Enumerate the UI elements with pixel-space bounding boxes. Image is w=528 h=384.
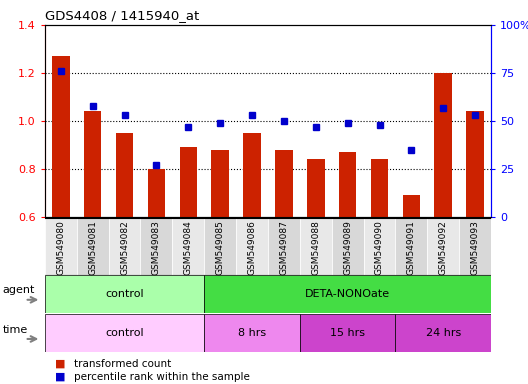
Bar [268,218,300,275]
Bar [275,150,293,217]
Bar [307,159,325,217]
Text: control: control [105,328,144,338]
Text: 24 hrs: 24 hrs [426,328,461,338]
Text: GSM549091: GSM549091 [407,220,416,275]
Bar [435,73,452,217]
Bar [236,218,268,275]
Bar [204,275,491,313]
Text: control: control [105,289,144,299]
Bar [140,218,172,275]
Text: transformed count: transformed count [74,359,171,369]
Bar [403,195,420,217]
Bar [211,150,229,217]
Bar [77,218,109,275]
Text: GSM549086: GSM549086 [248,220,257,275]
Text: GSM549082: GSM549082 [120,220,129,275]
Bar [459,218,491,275]
Text: GSM549084: GSM549084 [184,220,193,275]
Bar [172,218,204,275]
Bar [45,275,204,313]
Text: GSM549083: GSM549083 [152,220,161,275]
Bar [364,218,395,275]
Text: GSM549087: GSM549087 [279,220,288,275]
Text: ■: ■ [55,372,66,382]
Bar [395,218,427,275]
Bar [300,218,332,275]
Bar [204,314,300,352]
Text: percentile rank within the sample: percentile rank within the sample [74,372,250,382]
Bar [395,314,491,352]
Bar [332,218,364,275]
Bar [300,314,395,352]
Bar [84,111,101,217]
Text: 8 hrs: 8 hrs [238,328,266,338]
Bar [180,147,197,217]
Text: agent: agent [3,285,35,295]
Text: GSM549081: GSM549081 [88,220,97,275]
Bar [116,133,133,217]
Bar [466,111,484,217]
Text: time: time [3,324,28,334]
Text: 15 hrs: 15 hrs [330,328,365,338]
Bar [45,218,77,275]
Text: GSM549089: GSM549089 [343,220,352,275]
Text: GSM549092: GSM549092 [439,220,448,275]
Text: GSM549093: GSM549093 [470,220,479,275]
Text: GSM549088: GSM549088 [312,220,320,275]
Bar [339,152,356,217]
Bar [371,159,388,217]
Text: GSM549090: GSM549090 [375,220,384,275]
Bar [109,218,140,275]
Text: GSM549080: GSM549080 [56,220,65,275]
Text: ■: ■ [55,359,66,369]
Text: DETA-NONOate: DETA-NONOate [305,289,390,299]
Text: GSM549085: GSM549085 [215,220,224,275]
Bar [52,56,70,217]
Text: GDS4408 / 1415940_at: GDS4408 / 1415940_at [45,9,199,22]
Bar [243,133,261,217]
Bar [204,218,236,275]
Bar [427,218,459,275]
Bar [45,314,204,352]
Bar [148,169,165,217]
